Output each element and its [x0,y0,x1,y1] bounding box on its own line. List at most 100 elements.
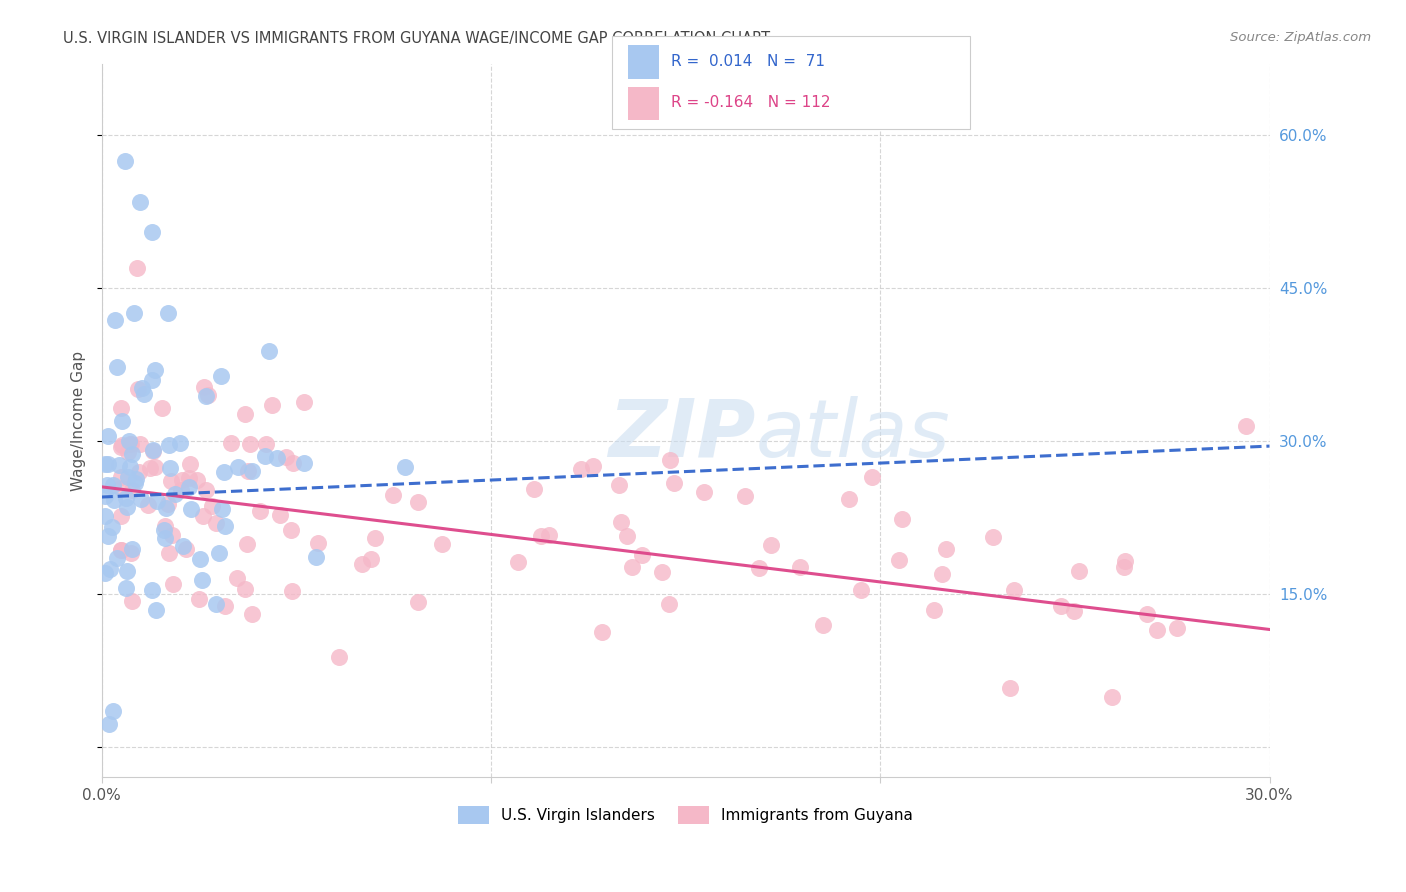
Point [219,436,242,450]
Point [118,460,141,475]
Point [145,459,167,474]
Point [124,476,146,491]
Point [97,429,120,443]
Point [364,531,387,545]
Point [172,539,194,553]
Point [211,501,233,516]
Point [537,527,560,541]
Point [114,491,136,505]
Point [131,381,153,395]
Text: R = -0.164   N = 112: R = -0.164 N = 112 [671,95,830,110]
Point [280,524,302,538]
Point [146,493,169,508]
Point [430,537,453,551]
Point [208,546,231,560]
Point [157,546,180,560]
Point [849,582,872,597]
Point [170,474,193,488]
Point [1114,554,1136,568]
Point [120,437,142,451]
Point [610,515,633,529]
Point [1136,607,1159,621]
Text: ZIP: ZIP [609,396,755,474]
Point [188,552,211,566]
Point [1234,418,1257,433]
Point [249,503,271,517]
Point [523,482,546,496]
Point [97,529,120,543]
Point [187,591,209,606]
Point [748,561,770,575]
Point [236,537,259,551]
Point [1002,582,1025,597]
Point [169,436,191,450]
Point [156,496,179,510]
Point [1049,599,1071,614]
Point [998,681,1021,696]
Point [156,306,179,320]
Point [142,442,165,457]
Point [103,312,125,326]
Point [283,456,305,470]
Point [108,458,131,473]
Point [129,194,152,209]
Point [165,486,187,500]
Point [136,499,159,513]
Point [616,529,638,543]
Point [160,528,183,542]
Point [157,438,180,452]
Point [582,459,605,474]
Point [260,398,283,412]
Point [607,478,630,492]
Point [209,369,232,384]
Point [406,595,429,609]
Point [121,541,143,556]
Point [394,460,416,475]
Point [191,508,214,523]
Point [101,520,124,534]
Point [105,551,128,566]
Point [1063,604,1085,618]
Point [150,401,173,415]
Point [194,483,217,498]
Point [257,344,280,359]
Point [1166,621,1188,635]
Point [131,492,153,507]
Point [281,583,304,598]
Point [110,543,132,558]
Point [360,552,382,566]
Point [194,389,217,403]
Point [129,437,152,451]
Point [94,489,117,503]
Point [96,478,118,492]
Point [860,470,883,484]
Point [254,437,277,451]
Point [935,542,957,557]
Point [141,373,163,387]
Point [328,649,350,664]
Point [205,516,228,530]
Text: R =  0.014   N =  71: R = 0.014 N = 71 [671,54,825,69]
Point [242,464,264,478]
Point [120,546,142,560]
Point [179,480,201,494]
Point [105,360,128,375]
Point [931,567,953,582]
Point [94,457,117,471]
Point [127,382,149,396]
Point [145,603,167,617]
Point [238,464,260,478]
Point [142,444,165,458]
Point [98,717,121,731]
Point [1146,624,1168,638]
Point [162,577,184,591]
Point [128,465,150,479]
Point [134,386,156,401]
Point [180,502,202,516]
Point [981,530,1004,544]
Point [193,380,215,394]
Point [811,617,834,632]
Point [734,489,756,503]
Point [240,607,263,621]
Point [253,450,276,464]
